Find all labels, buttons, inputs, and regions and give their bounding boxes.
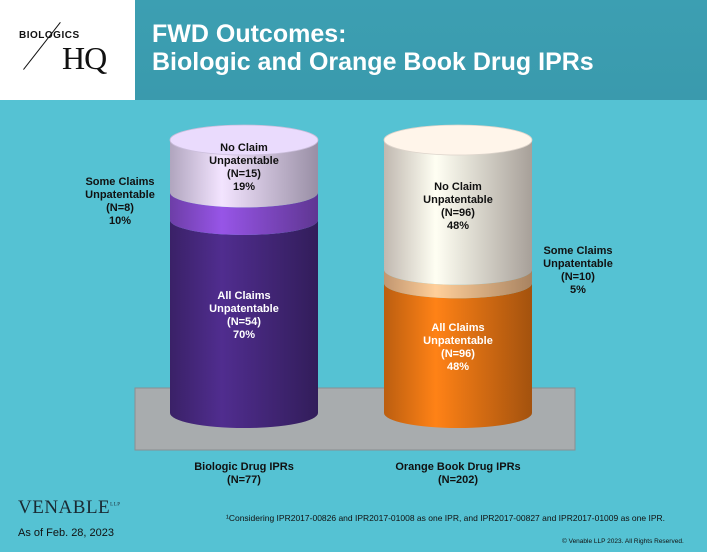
segment-label-1-2-line1: Some Claims [85, 176, 155, 189]
brand-suffix: LLP [110, 502, 121, 508]
bar-segment-2-1 [384, 283, 532, 428]
segment-label-1-3-pct-label: 19% [232, 181, 256, 194]
bars-group [169, 124, 533, 428]
page-title: FWD Outcomes: Biologic and Orange Book D… [152, 20, 594, 76]
category-label-2-category-line2: (N=202) [437, 474, 479, 486]
segment-label-2-1: All Claims Unpatentable (N=96) 48% [398, 322, 518, 374]
header-banner: BIOLOGICS HQ FWD Outcomes: Biologic and … [0, 0, 707, 100]
segment-label-2-3-line2: Unpatentable [423, 193, 493, 206]
segment-label-1-1-count: (N=54) [227, 316, 261, 329]
segment-label-2-3: No Claim Unpatentable (N=96) 48% [398, 181, 518, 233]
segment-label-2-3-line1: No Claim [434, 180, 482, 193]
bar-top-cap-2 [383, 124, 533, 156]
bar-top-cap-1 [169, 124, 319, 156]
brand-name: VENABLE [18, 497, 111, 518]
segment-label-1-2-count: (N=8) [106, 202, 134, 215]
segment-label-2-2-count: (N=10) [561, 270, 595, 283]
segment-label-2-2-line2: Unpatentable [543, 257, 613, 270]
segment-label-1-1: All Claims Unpatentable (N=54) 70% [184, 290, 304, 342]
as-of-date: As of Feb. 28, 2023 [18, 527, 115, 539]
segment-label-1-1-pct-label: 70% [232, 329, 256, 342]
segment-label-2-1-count: (N=96) [441, 348, 475, 361]
bar-segment-1-3 [170, 140, 318, 208]
segment-label-1-3-count: (N=15) [227, 168, 261, 181]
category-label-2-category-line1: Orange Book Drug IPRs [395, 461, 521, 473]
segment-label-2-2-line1: Some Claims [543, 244, 613, 257]
segment-label-1-1-line1: All Claims [217, 290, 271, 303]
segment-label-1-1-line2: Unpatentable [209, 303, 279, 316]
bar-segment-1-2 [170, 192, 318, 235]
category-label-1-category-line2: (N=77) [227, 474, 261, 486]
segment-label-1-2-pct-label: 10% [108, 215, 132, 228]
title-line-1: FWD Outcomes: [152, 20, 347, 48]
title-line-2: Biologic and Orange Book Drug IPRs [152, 48, 594, 76]
category-label-1: Biologic Drug IPRs (N=77) [154, 461, 334, 487]
segment-label-1-2: Some Claims Unpatentable (N=8) 10% [70, 176, 170, 228]
category-label-1-category-line1: Biologic Drug IPRs [194, 461, 294, 473]
bar-segment-2-3 [384, 140, 532, 285]
segment-label-1-3: No Claim Unpatentable (N=15) 19% [184, 142, 304, 194]
segment-label-2-3-count: (N=96) [441, 206, 475, 219]
segment-label-1-2-line2: Unpatentable [85, 189, 155, 202]
logo-text-hq: HQ [62, 40, 107, 76]
footnote: ¹Considering IPR2017-00826 and IPR2017-0… [226, 513, 665, 523]
segment-label-2-1-line1: All Claims [431, 322, 485, 335]
copyright: © Venable LLP 2023. All Rights Reserved. [562, 538, 684, 545]
segment-label-1-3-line2: Unpatentable [209, 155, 279, 168]
segment-label-2-2: Some Claims Unpatentable (N=10) 5% [526, 245, 630, 297]
logo: BIOLOGICS HQ [0, 0, 135, 100]
venable-logo: VENABLELLP [18, 497, 121, 519]
segment-label-2-1-pct-label: 48% [446, 361, 470, 374]
segment-label-2-2-pct-label: 5% [570, 283, 586, 296]
bar-segment-1-1 [170, 219, 318, 428]
category-label-2: Orange Book Drug IPRs (N=202) [368, 461, 548, 487]
segment-label-1-3-line1: No Claim [220, 142, 268, 155]
segment-label-2-3-pct-label: 48% [446, 219, 470, 232]
bar-segment-2-2 [384, 269, 532, 299]
segment-label-2-1-line2: Unpatentable [423, 335, 493, 348]
